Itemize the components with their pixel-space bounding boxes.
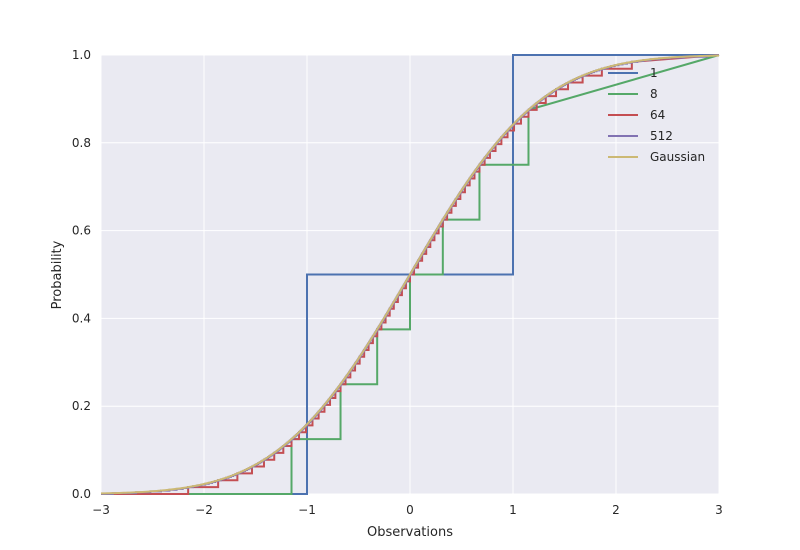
series-lines [100, 54, 720, 495]
x-tick-label: 0 [406, 503, 414, 517]
legend-label: Gaussian [650, 150, 705, 164]
x-axis-label: Observations [367, 525, 453, 540]
y-tick-label: 0.0 [72, 487, 91, 501]
x-tick-label: 1 [509, 503, 517, 517]
x-tick-label: −2 [195, 503, 213, 517]
legend-label: 512 [650, 129, 673, 143]
legend-label: 1 [650, 66, 658, 80]
legend-label: 8 [650, 87, 658, 101]
series-line-gaussian [100, 54, 720, 495]
x-tick-label: 3 [715, 503, 723, 517]
y-tick-label: 1.0 [72, 48, 91, 62]
x-tick-label: 2 [612, 503, 620, 517]
y-tick-label: 0.6 [72, 224, 91, 238]
series-line-8 [101, 54, 720, 495]
legend: 1 8 64 512 Gaussian [608, 66, 705, 164]
y-tick-label: 0.4 [72, 311, 91, 325]
y-tick-label: 0.2 [72, 399, 91, 413]
x-tick-labels: −3 −2 −1 0 1 2 3 [92, 503, 723, 517]
legend-label: 64 [650, 108, 665, 122]
y-tick-label: 0.8 [72, 136, 91, 150]
y-axis-label: Probability [50, 240, 65, 309]
y-tick-labels: 0.0 0.2 0.4 0.6 0.8 1.0 [72, 48, 91, 501]
x-tick-label: −1 [298, 503, 316, 517]
x-tick-label: −3 [92, 503, 110, 517]
